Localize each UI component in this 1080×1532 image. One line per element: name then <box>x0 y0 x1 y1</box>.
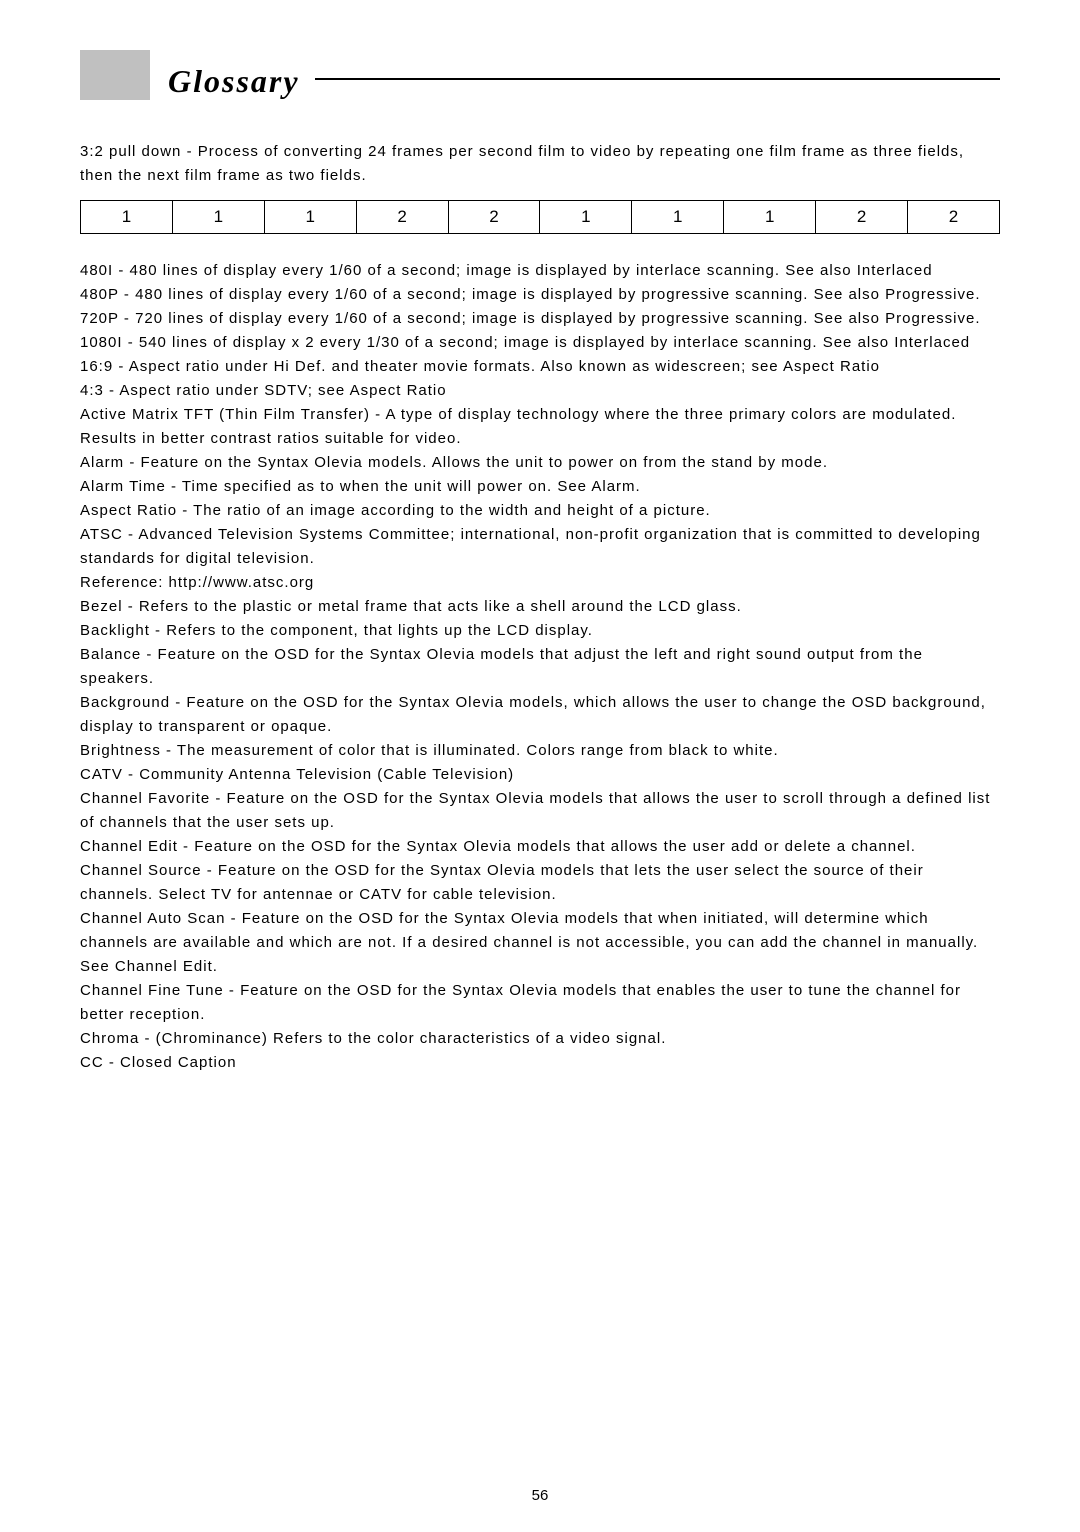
glossary-entry: CATV - Community Antenna Television (Cab… <box>80 763 1000 787</box>
table-cell: 2 <box>356 201 448 234</box>
glossary-entries: 480I - 480 lines of display every 1/60 o… <box>80 259 1000 1075</box>
table-cell: 2 <box>908 201 1000 234</box>
glossary-entry: Brightness - The measurement of color th… <box>80 739 1000 763</box>
header-rule <box>315 78 1000 80</box>
glossary-entry: Alarm - Feature on the Syntax Olevia mod… <box>80 451 1000 475</box>
glossary-entry: 720P - 720 lines of display every 1/60 o… <box>80 307 1000 331</box>
table-cell: 1 <box>632 201 724 234</box>
glossary-entry: 1080I - 540 lines of display x 2 every 1… <box>80 331 1000 355</box>
glossary-entry: Reference: http://www.atsc.org <box>80 571 1000 595</box>
glossary-entry: Background - Feature on the OSD for the … <box>80 691 1000 739</box>
glossary-entry: Channel Auto Scan - Feature on the OSD f… <box>80 907 1000 979</box>
table-cell: 2 <box>448 201 540 234</box>
glossary-entry: 4:3 - Aspect ratio under SDTV; see Aspec… <box>80 379 1000 403</box>
glossary-entry: ATSC - Advanced Television Systems Commi… <box>80 523 1000 571</box>
table-cell: 2 <box>816 201 908 234</box>
table-cell: 1 <box>724 201 816 234</box>
header-title-row: Glossary <box>168 63 1000 100</box>
glossary-entry: 480I - 480 lines of display every 1/60 o… <box>80 259 1000 283</box>
glossary-entry: 480P - 480 lines of display every 1/60 o… <box>80 283 1000 307</box>
table-cell: 1 <box>264 201 356 234</box>
header: Glossary <box>80 50 1000 100</box>
table-row: 1 1 1 2 2 1 1 1 2 2 <box>81 201 1000 234</box>
glossary-entry: Channel Favorite - Feature on the OSD fo… <box>80 787 1000 835</box>
table-cell: 1 <box>81 201 173 234</box>
glossary-entry: Aspect Ratio - The ratio of an image acc… <box>80 499 1000 523</box>
glossary-entry: Backlight - Refers to the component, tha… <box>80 619 1000 643</box>
page: Glossary 3:2 pull down - Process of conv… <box>0 0 1080 1532</box>
glossary-entry: Active Matrix TFT (Thin Film Transfer) -… <box>80 403 1000 451</box>
glossary-entry: Channel Fine Tune - Feature on the OSD f… <box>80 979 1000 1027</box>
glossary-entry: Chroma - (Chrominance) Refers to the col… <box>80 1027 1000 1051</box>
glossary-entry: Bezel - Refers to the plastic or metal f… <box>80 595 1000 619</box>
glossary-entry: Channel Edit - Feature on the OSD for th… <box>80 835 1000 859</box>
pulldown-table: 1 1 1 2 2 1 1 1 2 2 <box>80 200 1000 234</box>
intro-text: 3:2 pull down - Process of converting 24… <box>80 140 1000 188</box>
glossary-entry: CC - Closed Caption <box>80 1051 1000 1075</box>
page-number: 56 <box>0 1487 1080 1504</box>
glossary-entry: Alarm Time - Time specified as to when t… <box>80 475 1000 499</box>
glossary-entry: Channel Source - Feature on the OSD for … <box>80 859 1000 907</box>
glossary-entry: Balance - Feature on the OSD for the Syn… <box>80 643 1000 691</box>
header-accent-box <box>80 50 150 100</box>
table-cell: 1 <box>540 201 632 234</box>
table-cell: 1 <box>172 201 264 234</box>
page-title: Glossary <box>168 63 300 100</box>
glossary-entry: 16:9 - Aspect ratio under Hi Def. and th… <box>80 355 1000 379</box>
